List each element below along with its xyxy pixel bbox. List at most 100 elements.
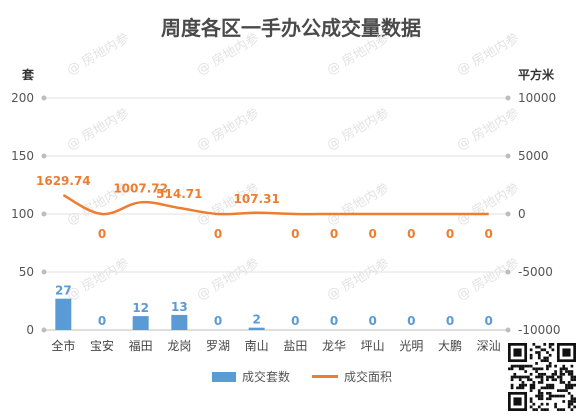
qr-module: [567, 400, 571, 403]
line-data-label: 0: [291, 227, 299, 241]
qr-module: [570, 372, 574, 376]
qr-module: [529, 372, 533, 376]
bar: [171, 314, 188, 330]
qr-module: [567, 405, 571, 409]
qr-module: [510, 375, 514, 379]
qr-module: [543, 343, 547, 346]
qr-module: [516, 375, 519, 379]
legend-item-units[interactable]: 成交套数: [212, 368, 290, 385]
qr-module: [540, 359, 544, 363]
qr-module: [570, 375, 574, 379]
qr-module: [570, 400, 574, 403]
qr-module: [556, 394, 560, 398]
qr-module: [513, 372, 517, 376]
qr-module: [546, 364, 549, 368]
qr-module: [535, 375, 538, 379]
left-tick-dot: [41, 95, 47, 101]
watermark-text: @ 房地内参: [64, 105, 132, 153]
qr-module: [540, 348, 544, 352]
qr-module: [548, 394, 552, 398]
qr-module: [562, 381, 566, 384]
category-label: 光明: [399, 339, 423, 353]
qr-module: [540, 367, 544, 371]
qr-module: [529, 405, 533, 409]
qr-module: [548, 397, 552, 401]
watermark-text: @ 房地内参: [64, 30, 132, 78]
qr-module: [556, 375, 560, 379]
qr-module: [551, 348, 555, 352]
qr-module: [570, 370, 574, 373]
right-axis-unit: 平方米: [518, 68, 555, 82]
qr-module: [543, 356, 547, 360]
right-tick-dot: [505, 327, 511, 333]
line-data-label: 1007.72: [113, 181, 168, 195]
qr-module: [543, 348, 547, 352]
qr-module: [565, 367, 568, 371]
qr-module: [562, 389, 566, 392]
qr-module: [554, 364, 557, 368]
qr-module: [559, 370, 563, 373]
qr-module: [567, 370, 571, 373]
qr-module: [521, 375, 525, 379]
line-data-label: 0: [98, 227, 106, 241]
qr-module: [518, 364, 522, 368]
qr-module: [551, 394, 555, 398]
qr-module: [540, 372, 544, 376]
category-label: 福田: [129, 338, 153, 353]
left-tick-label: 150: [11, 149, 34, 163]
qr-module: [510, 386, 514, 390]
qr-module: [543, 359, 547, 363]
bar-data-label: 0: [407, 314, 415, 328]
qr-module: [518, 383, 522, 387]
qr-module: [548, 362, 552, 365]
line-data-label: 0: [446, 227, 454, 241]
qr-module: [529, 389, 533, 392]
qr-module: [540, 397, 544, 401]
left-tick-dot: [41, 269, 47, 275]
legend-item-area[interactable]: 成交面积: [312, 368, 392, 385]
watermark-text: @ 房地内参: [194, 30, 262, 78]
line-data-label: 514.71: [156, 187, 202, 201]
qr-module: [556, 389, 560, 392]
qr-module: [551, 383, 555, 387]
qr-module: [546, 375, 549, 379]
qr-module: [540, 386, 544, 390]
category-label: 全市: [51, 338, 75, 353]
right-tick-dot: [505, 211, 511, 217]
qr-module: [537, 389, 541, 392]
qr-module: [535, 370, 538, 373]
qr-module: [516, 364, 519, 368]
qr-module: [537, 372, 541, 376]
left-axis-unit: 套: [22, 68, 35, 82]
qr-module: [565, 389, 568, 392]
qr-module: [529, 353, 533, 357]
legend-swatch-line: [312, 375, 339, 378]
right-tick-label: 0: [518, 207, 526, 221]
qr-module: [537, 405, 541, 409]
qr-module: [554, 378, 557, 382]
qr-module: [546, 397, 549, 401]
line-data-label: 0: [368, 227, 376, 241]
line-data-label: 1629.74: [36, 174, 91, 188]
right-tick-label: 5000: [518, 149, 549, 163]
qr-module: [562, 408, 566, 411]
qr-module: [562, 372, 566, 376]
qr-module: [551, 386, 555, 390]
watermark-text: @ 房地内参: [324, 30, 392, 78]
category-label: 龙华: [322, 339, 346, 353]
qr-module: [513, 364, 517, 368]
qr-module: [535, 345, 538, 349]
qr-module: [573, 375, 576, 379]
legend-label-units: 成交套数: [242, 370, 291, 384]
qr-module: [529, 356, 533, 360]
qr-module: [570, 386, 574, 390]
qr-module: [529, 397, 533, 401]
qr-module: [551, 378, 555, 382]
qr-module: [532, 408, 536, 411]
qr-module: [570, 378, 574, 382]
left-tick-label: 0: [26, 323, 34, 337]
bar-data-label: 0: [330, 314, 338, 328]
qr-code-image: [508, 343, 576, 411]
bar-data-label: 0: [98, 314, 106, 328]
qr-module: [565, 383, 568, 387]
